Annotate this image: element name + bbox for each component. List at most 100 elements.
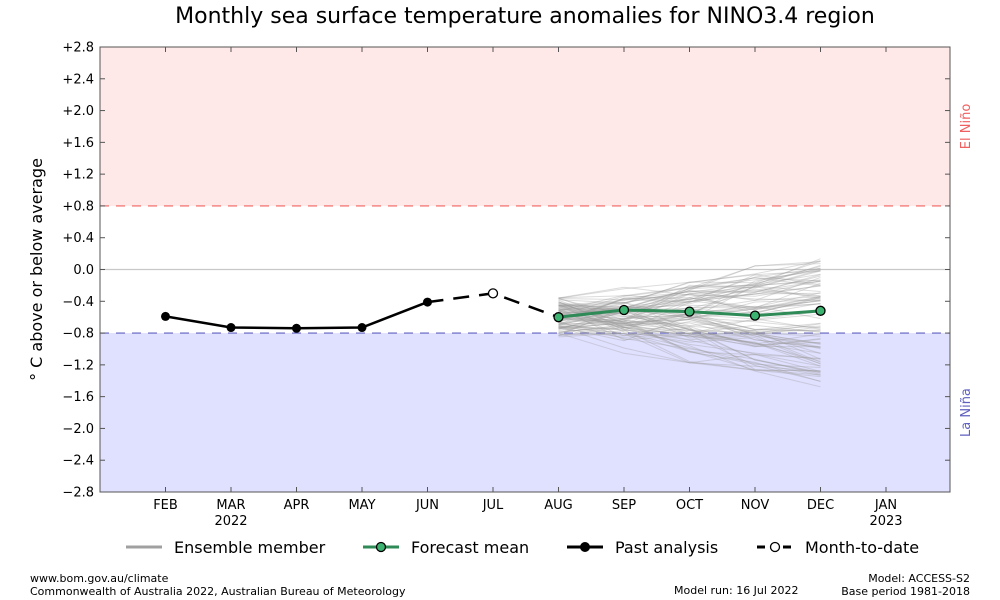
- ensemble-member-line: [558, 270, 821, 331]
- ensemble-member-line: [558, 267, 821, 312]
- ensemble-member-line: [558, 320, 821, 337]
- past-analysis-swatch-icon: [567, 542, 603, 552]
- footer-model: Model: ACCESS-S2: [868, 572, 970, 585]
- ensemble-member-line: [558, 326, 821, 378]
- y-tick-label: −1.6: [62, 390, 94, 405]
- ensemble-member-line: [558, 318, 821, 382]
- ensemble-member-line: [558, 285, 821, 326]
- ensemble-member-line: [558, 304, 821, 367]
- ensemble-member-line: [558, 267, 821, 323]
- ensemble-member-line: [558, 332, 821, 372]
- x-year-label: 2023: [869, 514, 902, 529]
- y-tick-label: +0.4: [62, 231, 94, 246]
- past-analysis-point: [357, 323, 367, 333]
- ensemble-member-line: [558, 309, 821, 337]
- forecast-mean-point: [618, 304, 630, 316]
- footer-base-period: Base period 1981-2018: [841, 585, 970, 598]
- el-nino-band: [100, 47, 950, 206]
- legend-label: Forecast mean: [411, 537, 530, 557]
- chart-title: Monthly sea surface temperature anomalie…: [175, 4, 875, 29]
- ensemble-member-line: [558, 274, 821, 308]
- forecast-mean-point: [749, 310, 761, 321]
- y-tick-label: 0.0: [73, 263, 94, 278]
- y-tick-label: +0.8: [62, 199, 94, 214]
- footer-left: www.bom.gov.au/climate Commonwealth of A…: [30, 572, 405, 598]
- ensemble-member-line: [558, 325, 821, 372]
- ensemble-member-line: [558, 274, 821, 299]
- ensemble-member-line: [558, 286, 821, 311]
- ensemble-member-line: [558, 293, 821, 323]
- ensemble-member-line: [558, 265, 821, 326]
- y-tick-label: −2.0: [62, 422, 94, 437]
- ensemble-member-line: [558, 260, 821, 318]
- ensemble-member-line: [558, 313, 821, 344]
- x-tick-label: JUL: [482, 498, 504, 513]
- x-tick-label: DEC: [807, 498, 834, 513]
- x-tick-label: OCT: [676, 498, 703, 513]
- ensemble-member-line: [558, 301, 821, 334]
- ensemble-member-line: [558, 324, 821, 348]
- past-analysis-point: [292, 323, 301, 333]
- legend-ensemble-member: Ensemble member: [126, 532, 325, 562]
- forecast-mean-point: [553, 312, 564, 323]
- past-analysis-point: [161, 311, 170, 321]
- x-tick-label: FEB: [153, 498, 178, 513]
- ensemble-member-line: [558, 317, 821, 359]
- y-tick-label: −0.4: [62, 295, 94, 310]
- ensemble-member-line: [558, 273, 821, 321]
- month-to-date-swatch-icon: [757, 541, 793, 553]
- x-tick-label: MAR: [216, 498, 245, 513]
- y-tick-label: −0.8: [62, 327, 94, 342]
- ensemble-member-line: [558, 306, 821, 348]
- footer-right: Model: ACCESS-S2 Base period 1981-2018: [841, 572, 970, 598]
- ensemble-member-line: [558, 258, 821, 336]
- y-tick-label: −2.4: [62, 454, 94, 469]
- y-tick-label: −2.8: [62, 486, 94, 501]
- ensemble-member-line: [558, 308, 821, 327]
- footer-model-run: Model run: 16 Jul 2022: [674, 584, 799, 597]
- x-tick-label: JAN: [874, 498, 897, 513]
- ensemble-member-line: [558, 318, 821, 372]
- ensemble-member-line: [558, 263, 821, 319]
- ensemble-member-line: [558, 301, 821, 354]
- month-to-date-point: [487, 288, 499, 299]
- ensemble-member-line: [558, 300, 821, 330]
- ensemble-member-line: [558, 270, 821, 336]
- ensemble-member-line: [558, 304, 821, 365]
- forecast-mean-swatch-icon: [363, 541, 399, 553]
- x-tick-label: SEP: [612, 498, 636, 513]
- forecast-mean-point: [684, 306, 695, 317]
- x-tick-label: JUN: [415, 498, 439, 513]
- x-tick-label: AUG: [544, 498, 572, 513]
- ensemble-member-line: [558, 314, 821, 333]
- ensemble-member-line: [558, 315, 821, 348]
- ensemble-member-line: [558, 292, 821, 328]
- ensemble-member-line: [558, 311, 821, 345]
- y-tick-label: +2.8: [62, 41, 94, 56]
- el-nino-label: El Niño: [959, 104, 974, 150]
- y-tick-label: −1.2: [62, 358, 94, 373]
- legend-label: Past analysis: [615, 537, 719, 557]
- ensemble-member-line: [558, 322, 821, 338]
- ensemble-member-line: [558, 316, 821, 329]
- ensemble-member-line: [558, 301, 821, 346]
- past-analysis-point: [226, 323, 236, 333]
- ensemble-member-line: [558, 277, 821, 299]
- ensemble-member-line: [558, 332, 821, 368]
- ensemble-member-line: [558, 304, 821, 354]
- ensemble-member-line: [558, 322, 821, 347]
- ensemble-member-line: [558, 303, 821, 317]
- ensemble-member-line: [558, 301, 821, 363]
- ensemble-member-swatch-icon: [126, 545, 162, 549]
- legend-label: Ensemble member: [174, 537, 326, 557]
- x-tick-label: MAY: [348, 498, 375, 513]
- ensemble-member-line: [558, 281, 821, 306]
- legend-forecast-mean: Forecast mean: [363, 532, 529, 562]
- x-tick-label: NOV: [741, 498, 770, 513]
- y-tick-label: +2.0: [62, 104, 94, 119]
- ensemble-member-line: [558, 298, 821, 373]
- ensemble-member-line: [558, 306, 821, 360]
- ensemble-member-line: [558, 309, 821, 374]
- ensemble-member-line: [558, 324, 821, 336]
- footer-url: www.bom.gov.au/climate: [30, 572, 169, 585]
